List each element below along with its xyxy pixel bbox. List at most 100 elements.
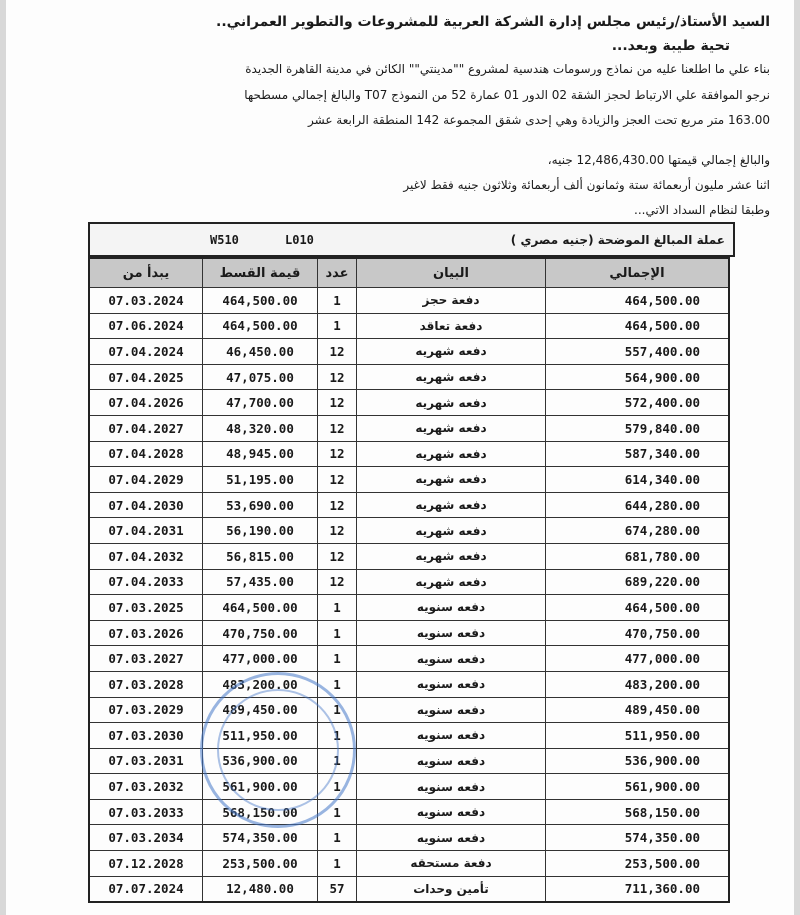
cell-count: 12 xyxy=(317,389,357,416)
cell-count: 1 xyxy=(317,747,357,775)
cell-start: 07.04.2029 xyxy=(88,466,203,493)
cell-description: دفعه شهريه xyxy=(356,542,546,570)
cell-count: 12 xyxy=(317,517,357,544)
cell-start: 07.04.2033 xyxy=(88,568,203,596)
cell-count: 1 xyxy=(317,594,357,621)
cell-total: 579,840.00 xyxy=(545,414,730,442)
table-row: 07.03.2034 574,350.00 1 دفعه سنويه 574,350.0… xyxy=(88,824,730,852)
table-row: 07.03.2026 470,750.00 1 دفعه سنويه 470,750.0… xyxy=(88,619,730,647)
cell-installment: 47,700.00 xyxy=(202,389,318,416)
scan-edge-right xyxy=(794,0,800,915)
cell-description: دفعة تعاقد xyxy=(356,312,546,340)
cell-installment: 511,950.00 xyxy=(202,722,318,749)
cell-start: 07.04.2026 xyxy=(88,389,203,416)
cell-description: دفعه سنويه xyxy=(356,645,546,672)
cell-installment: 568,150.00 xyxy=(202,798,318,826)
cell-total: 470,750.00 xyxy=(545,619,730,647)
cell-total: 568,150.00 xyxy=(545,798,730,826)
code-w510: W510 xyxy=(210,233,239,247)
cell-total: 253,500.00 xyxy=(545,850,730,877)
cell-start: 07.06.2024 xyxy=(88,312,203,340)
cell-count: 12 xyxy=(317,542,357,570)
table-row: 07.04.2024 46,450.00 12 دفعه شهريه 557,400.0… xyxy=(88,338,730,365)
header-installment: قيمة القسط xyxy=(202,257,318,288)
cell-total: 464,500.00 xyxy=(545,594,730,621)
cell-start: 07.04.2027 xyxy=(88,414,203,442)
cell-total: 689,220.00 xyxy=(545,568,730,596)
cell-start: 07.03.2031 xyxy=(88,747,203,775)
paragraph-line-3: 163.00 متر مربع تحت العجز والزيادة وهي إ… xyxy=(308,113,770,127)
cell-count: 1 xyxy=(317,722,357,749)
cell-description: دفعه شهريه xyxy=(356,568,546,596)
table-row: 07.03.2033 568,150.00 1 دفعه سنويه 568,150.0… xyxy=(88,798,730,826)
cell-description: دفعه سنويه xyxy=(356,798,546,826)
cell-count: 57 xyxy=(317,875,357,903)
cell-total: 477,000.00 xyxy=(545,645,730,672)
table-row: 07.04.2033 57,435.00 12 دفعه شهريه 689,220.0… xyxy=(88,568,730,596)
table-row: 07.04.2029 51,195.00 12 دفعه شهريه 614,340.0… xyxy=(88,466,730,493)
cell-total: 483,200.00 xyxy=(545,670,730,698)
table-row: 07.04.2030 53,690.00 12 دفعه شهريه 644,280.0… xyxy=(88,491,730,519)
cell-description: دفعه سنويه xyxy=(356,670,546,698)
cell-installment: 46,450.00 xyxy=(202,338,318,365)
cell-description: دفعه سنويه xyxy=(356,696,546,724)
cell-count: 12 xyxy=(317,414,357,442)
cell-installment: 464,500.00 xyxy=(202,594,318,621)
cell-start: 07.04.2028 xyxy=(88,440,203,468)
cell-installment: 48,945.00 xyxy=(202,440,318,468)
cell-start: 07.04.2031 xyxy=(88,517,203,544)
cell-total: 561,900.00 xyxy=(545,773,730,800)
cell-start: 07.03.2026 xyxy=(88,619,203,647)
cell-total: 572,400.00 xyxy=(545,389,730,416)
cell-total: 557,400.00 xyxy=(545,338,730,365)
cell-start: 07.03.2029 xyxy=(88,696,203,724)
cell-description: دفعه سنويه xyxy=(356,619,546,647)
table-row: 07.04.2025 47,075.00 12 دفعه شهريه 564,900.0… xyxy=(88,363,730,391)
cell-description: دفعه سنويه xyxy=(356,747,546,775)
cell-installment: 536,900.00 xyxy=(202,747,318,775)
cell-installment: 253,500.00 xyxy=(202,850,318,877)
cell-installment: 51,195.00 xyxy=(202,466,318,493)
cell-total: 587,340.00 xyxy=(545,440,730,468)
cell-installment: 561,900.00 xyxy=(202,773,318,800)
cell-start: 07.04.2032 xyxy=(88,542,203,570)
payment-intro: وطبقا لنظام السداد الاتي... xyxy=(634,203,770,217)
cell-total: 674,280.00 xyxy=(545,517,730,544)
cell-total: 614,340.00 xyxy=(545,466,730,493)
table-row: 07.03.2030 511,950.00 1 دفعه سنويه 511,950.0… xyxy=(88,722,730,749)
cell-start: 07.12.2028 xyxy=(88,850,203,877)
cell-total: 536,900.00 xyxy=(545,747,730,775)
cell-start: 07.03.2032 xyxy=(88,773,203,800)
cell-installment: 574,350.00 xyxy=(202,824,318,852)
cell-installment: 470,750.00 xyxy=(202,619,318,647)
cell-count: 1 xyxy=(317,645,357,672)
cell-description: تأمين وحدات xyxy=(356,875,546,903)
cell-description: دفعه سنويه xyxy=(356,594,546,621)
cell-description: دفعه سنويه xyxy=(356,722,546,749)
total-amount-line: والبالغ إجمالي قيمتها 12,486,430.00 جنيه… xyxy=(547,153,770,167)
cell-count: 1 xyxy=(317,773,357,800)
cell-description: دفعه شهريه xyxy=(356,389,546,416)
header-start: يبدأ من xyxy=(88,257,203,288)
cell-installment: 477,000.00 xyxy=(202,645,318,672)
table-row: 07.12.2028 253,500.00 1 دفعة مستحقه 253,500.… xyxy=(88,850,730,877)
code-l010: L010 xyxy=(285,233,314,247)
cell-start: 07.03.2033 xyxy=(88,798,203,826)
cell-count: 1 xyxy=(317,312,357,340)
table-header-row: يبدأ من قيمة القسط عدد البيان الإجمالي xyxy=(88,257,730,288)
cell-start: 07.03.2028 xyxy=(88,670,203,698)
table-row: 07.03.2032 561,900.00 1 دفعه سنويه 561,900.0… xyxy=(88,773,730,800)
table-caption: عملة المبالغ الموضحة (جنيه مصري ) W510 L… xyxy=(88,222,735,257)
cell-description: دفعه سنويه xyxy=(356,773,546,800)
cell-start: 07.03.2030 xyxy=(88,722,203,749)
cell-count: 12 xyxy=(317,491,357,519)
header-total: الإجمالي xyxy=(545,257,730,288)
table-row: 07.03.2029 489,450.00 1 دفعه سنويه 489,450.0… xyxy=(88,696,730,724)
cell-total: 711,360.00 xyxy=(545,875,730,903)
header-count: عدد xyxy=(317,257,357,288)
cell-description: دفعه سنويه xyxy=(356,824,546,852)
cell-description: دفعه شهريه xyxy=(356,466,546,493)
cell-installment: 53,690.00 xyxy=(202,491,318,519)
table-row: 07.07.2024 12,480.00 57 تأمين وحدات 711,360.… xyxy=(88,875,730,903)
cell-count: 12 xyxy=(317,363,357,391)
